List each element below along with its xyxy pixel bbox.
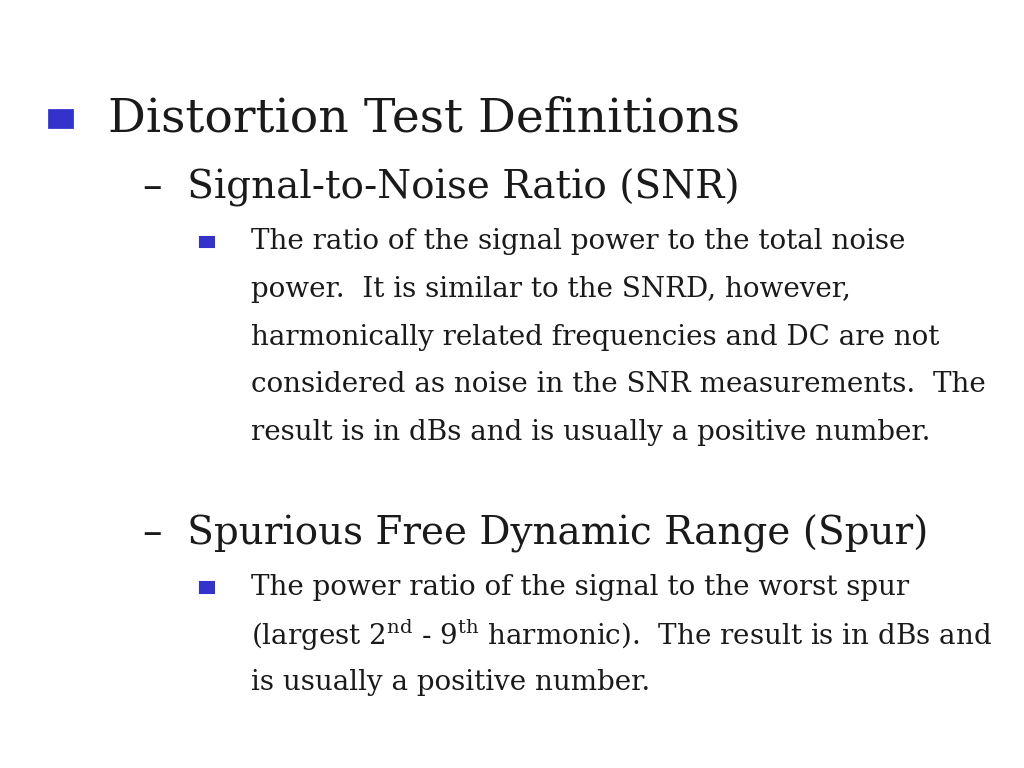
Text: The ratio of the signal power to the total noise: The ratio of the signal power to the tot…: [251, 228, 905, 256]
Bar: [200, 582, 214, 593]
Text: The power ratio of the signal to the worst spur: The power ratio of the signal to the wor…: [251, 574, 909, 601]
Text: considered as noise in the SNR measurements.  The: considered as noise in the SNR measureme…: [251, 371, 986, 399]
Bar: [49, 110, 72, 127]
Text: (largest 2$^{\mathregular{nd}}$ - 9$^{\mathregular{th}}$ harmonic).  The result : (largest 2$^{\mathregular{nd}}$ - 9$^{\m…: [251, 617, 992, 653]
Bar: [200, 237, 214, 247]
Text: –  Signal-to-Noise Ratio (SNR): – Signal-to-Noise Ratio (SNR): [143, 169, 740, 207]
Text: harmonically related frequencies and DC are not: harmonically related frequencies and DC …: [251, 323, 939, 351]
Text: result is in dBs and is usually a positive number.: result is in dBs and is usually a positi…: [251, 419, 931, 446]
Text: Distortion Test Definitions: Distortion Test Definitions: [108, 97, 739, 141]
Text: is usually a positive number.: is usually a positive number.: [251, 669, 650, 697]
Text: power.  It is similar to the SNRD, however,: power. It is similar to the SNRD, howeve…: [251, 276, 851, 303]
Text: –  Spurious Free Dynamic Range (Spur): – Spurious Free Dynamic Range (Spur): [143, 515, 929, 553]
